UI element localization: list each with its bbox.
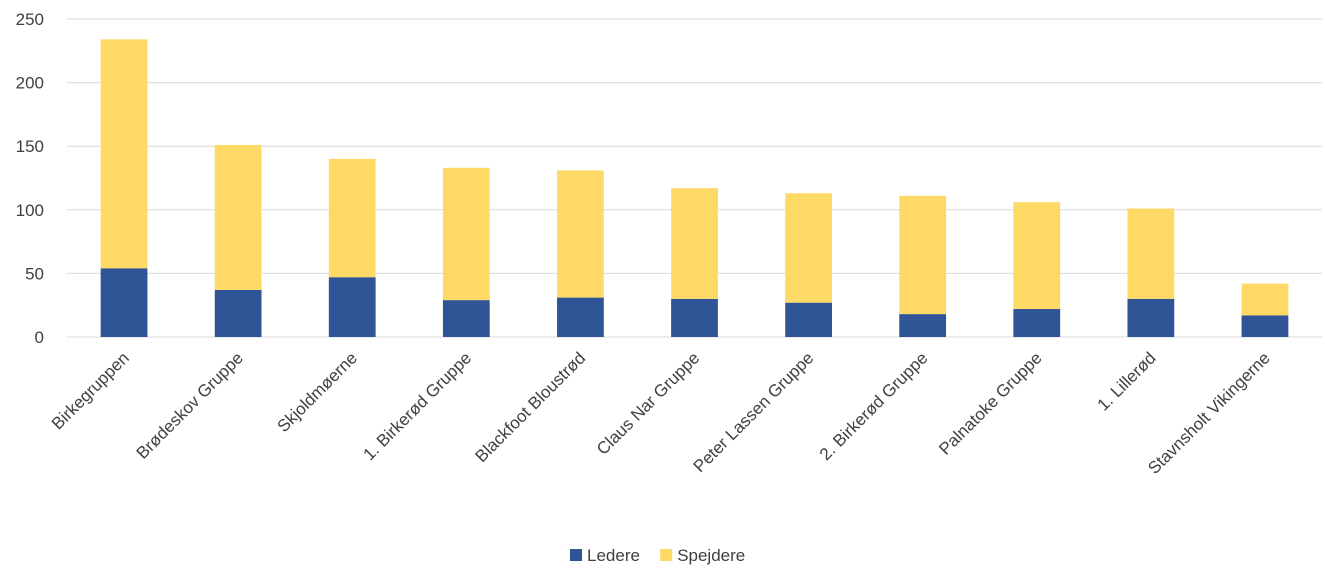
x-tick-label: Peter Lassen Gruppe bbox=[690, 348, 818, 476]
bar-segment-ledere bbox=[899, 314, 947, 337]
x-tick-label: 1. Lillerød bbox=[1093, 348, 1159, 414]
bar-segment-ledere bbox=[328, 277, 376, 337]
y-axis-tick-labels: 0 50 100 150 200 250 bbox=[16, 10, 44, 347]
x-tick-label: Skjoldmøerne bbox=[273, 348, 361, 436]
bar-segment-spejdere bbox=[1241, 283, 1289, 316]
bar-segment-ledere bbox=[1013, 309, 1061, 337]
bar-segment-spejdere bbox=[1013, 202, 1061, 310]
x-tick-label: Claus Nar Gruppe bbox=[593, 348, 703, 458]
bars-layer bbox=[100, 39, 1289, 337]
bar-segment-ledere bbox=[1127, 298, 1175, 337]
legend-swatch-spejdere bbox=[660, 549, 673, 561]
x-axis-tick-labels: Birkegruppen Brødeskov Gruppe Skjoldmøerne… bbox=[48, 348, 1274, 477]
x-tick-label: Stavnsholt Vikingerne bbox=[1144, 348, 1273, 477]
x-tick-label: Blackfoot Bloustrød bbox=[472, 348, 590, 466]
bar-segment-spejdere bbox=[100, 39, 148, 269]
bar-segment-ledere bbox=[442, 300, 490, 337]
bar-segment-spejdere bbox=[557, 170, 604, 298]
x-tick-label: 1. Birkerød Gruppe bbox=[359, 348, 475, 464]
y-tick-label: 0 bbox=[35, 328, 44, 347]
x-tick-label: 2. Birkerød Gruppe bbox=[816, 348, 932, 464]
bar-segment-spejdere bbox=[328, 158, 376, 278]
legend-swatch-ledere bbox=[570, 549, 582, 561]
bar-segment-spejdere bbox=[1127, 208, 1175, 299]
bar-segment-ledere bbox=[1241, 315, 1289, 337]
y-tick-label: 250 bbox=[16, 10, 44, 29]
legend-label-spejdere: Spejdere bbox=[677, 546, 745, 565]
y-tick-label: 50 bbox=[25, 264, 44, 283]
bar-segment-spejdere bbox=[785, 193, 832, 303]
legend: Ledere Spejdere bbox=[570, 546, 745, 565]
x-tick-label: Palnatoke Gruppe bbox=[935, 348, 1045, 458]
bar-segment-spejdere bbox=[899, 195, 947, 315]
bar-segment-ledere bbox=[785, 302, 832, 337]
bar-segment-spejdere bbox=[671, 188, 718, 299]
x-tick-label: Brødeskov Gruppe bbox=[133, 348, 247, 462]
legend-label-ledere: Ledere bbox=[587, 546, 640, 565]
bar-segment-ledere bbox=[557, 297, 604, 337]
bar-segment-spejdere bbox=[214, 144, 262, 290]
y-tick-label: 200 bbox=[16, 74, 44, 93]
y-tick-label: 150 bbox=[16, 137, 44, 156]
bar-segment-ledere bbox=[214, 289, 262, 337]
bar-segment-spejdere bbox=[442, 167, 490, 301]
bar-segment-ledere bbox=[100, 268, 148, 337]
bar-segment-ledere bbox=[671, 298, 718, 337]
y-tick-label: 100 bbox=[16, 201, 44, 220]
x-tick-label: Birkegruppen bbox=[48, 348, 133, 433]
